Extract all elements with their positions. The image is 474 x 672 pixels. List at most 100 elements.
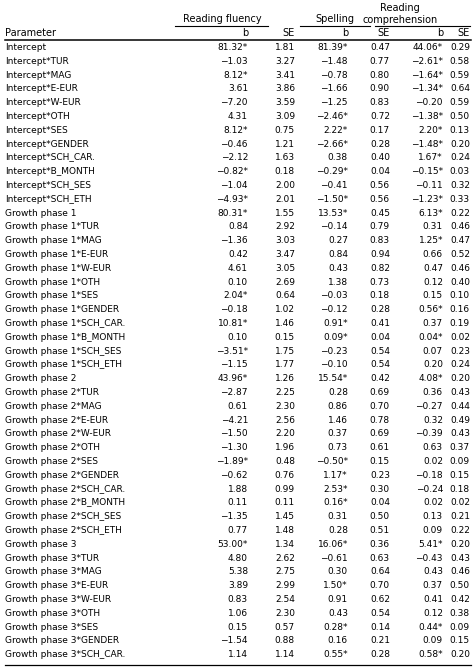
Text: 0.43: 0.43 — [328, 609, 348, 618]
Text: 0.61: 0.61 — [228, 402, 248, 411]
Text: 0.46: 0.46 — [450, 264, 470, 273]
Text: 0.73: 0.73 — [370, 278, 390, 286]
Text: 0.41: 0.41 — [370, 319, 390, 328]
Text: 0.59: 0.59 — [450, 71, 470, 79]
Text: Growth phase 1*B_MONTH: Growth phase 1*B_MONTH — [5, 333, 125, 342]
Text: 0.16: 0.16 — [450, 305, 470, 314]
Text: 0.61: 0.61 — [370, 444, 390, 452]
Text: Growth phase 1*MAG: Growth phase 1*MAG — [5, 236, 102, 245]
Text: 0.29: 0.29 — [450, 43, 470, 52]
Text: Intercept*TUR: Intercept*TUR — [5, 57, 69, 66]
Text: 0.56: 0.56 — [370, 195, 390, 204]
Text: Growth phase 2*W-EUR: Growth phase 2*W-EUR — [5, 429, 111, 438]
Text: Growth phase 2*E-EUR: Growth phase 2*E-EUR — [5, 415, 108, 425]
Text: SE: SE — [378, 28, 390, 38]
Text: 0.49: 0.49 — [450, 415, 470, 425]
Text: −0.27: −0.27 — [416, 402, 443, 411]
Text: 1.50*: 1.50* — [323, 581, 348, 590]
Text: 0.51: 0.51 — [370, 526, 390, 535]
Text: 0.09: 0.09 — [450, 457, 470, 466]
Text: −0.18: −0.18 — [415, 471, 443, 480]
Text: Growth phase 1*GENDER: Growth phase 1*GENDER — [5, 305, 119, 314]
Text: −1.04: −1.04 — [220, 181, 248, 190]
Text: −1.54: −1.54 — [220, 636, 248, 645]
Text: 2.56: 2.56 — [275, 415, 295, 425]
Text: 0.18: 0.18 — [450, 485, 470, 494]
Text: 0.15: 0.15 — [423, 292, 443, 300]
Text: 0.12: 0.12 — [423, 609, 443, 618]
Text: 0.54: 0.54 — [370, 347, 390, 355]
Text: 3.05: 3.05 — [275, 264, 295, 273]
Text: Growth phase 2*SES: Growth phase 2*SES — [5, 457, 98, 466]
Text: 0.43: 0.43 — [450, 429, 470, 438]
Text: 0.22: 0.22 — [450, 208, 470, 218]
Text: b: b — [342, 28, 348, 38]
Text: Parameter: Parameter — [5, 28, 56, 38]
Text: 0.77: 0.77 — [228, 526, 248, 535]
Text: Intercept*SES: Intercept*SES — [5, 126, 68, 135]
Text: 0.11: 0.11 — [228, 499, 248, 507]
Text: −0.20: −0.20 — [416, 98, 443, 108]
Text: 2.04*: 2.04* — [224, 292, 248, 300]
Text: 0.37: 0.37 — [423, 581, 443, 590]
Text: 0.76: 0.76 — [275, 471, 295, 480]
Text: Growth phase 1*TUR: Growth phase 1*TUR — [5, 222, 99, 231]
Text: 0.59: 0.59 — [450, 98, 470, 108]
Text: 0.31: 0.31 — [423, 222, 443, 231]
Text: 0.09: 0.09 — [423, 526, 443, 535]
Text: 0.17: 0.17 — [370, 126, 390, 135]
Text: −7.20: −7.20 — [220, 98, 248, 108]
Text: Growth phase 3*SCH_CAR.: Growth phase 3*SCH_CAR. — [5, 650, 126, 659]
Text: Intercept*SCH_ETH: Intercept*SCH_ETH — [5, 195, 91, 204]
Text: 1.55: 1.55 — [275, 208, 295, 218]
Text: 0.84: 0.84 — [328, 250, 348, 259]
Text: 0.18: 0.18 — [275, 167, 295, 176]
Text: 2.22*: 2.22* — [324, 126, 348, 135]
Text: 0.20: 0.20 — [423, 360, 443, 370]
Text: 2.20*: 2.20* — [419, 126, 443, 135]
Text: 0.28: 0.28 — [370, 140, 390, 149]
Text: 0.62: 0.62 — [370, 595, 390, 604]
Text: −0.62: −0.62 — [220, 471, 248, 480]
Text: Intercept*SCH_SES: Intercept*SCH_SES — [5, 181, 91, 190]
Text: 0.43: 0.43 — [423, 567, 443, 577]
Text: 0.44*: 0.44* — [419, 622, 443, 632]
Text: 0.43: 0.43 — [450, 554, 470, 562]
Text: 0.27: 0.27 — [328, 236, 348, 245]
Text: 0.36: 0.36 — [423, 388, 443, 397]
Text: 43.96*: 43.96* — [218, 374, 248, 383]
Text: 3.27: 3.27 — [275, 57, 295, 66]
Text: −1.34*: −1.34* — [411, 85, 443, 93]
Text: 0.02: 0.02 — [423, 499, 443, 507]
Text: 0.58*: 0.58* — [419, 650, 443, 659]
Text: 0.10: 0.10 — [228, 278, 248, 286]
Text: 1.34: 1.34 — [275, 540, 295, 549]
Text: 0.47: 0.47 — [423, 264, 443, 273]
Text: 0.20: 0.20 — [450, 540, 470, 549]
Text: 0.50: 0.50 — [370, 512, 390, 521]
Text: 0.86: 0.86 — [328, 402, 348, 411]
Text: Growth phase 2*MAG: Growth phase 2*MAG — [5, 402, 101, 411]
Text: −0.39: −0.39 — [415, 429, 443, 438]
Text: 0.75: 0.75 — [275, 126, 295, 135]
Text: 0.20: 0.20 — [450, 650, 470, 659]
Text: 0.83: 0.83 — [370, 236, 390, 245]
Text: −0.11: −0.11 — [415, 181, 443, 190]
Text: Spelling: Spelling — [316, 14, 355, 24]
Text: 16.06*: 16.06* — [318, 540, 348, 549]
Text: 1.67*: 1.67* — [419, 153, 443, 163]
Text: 0.28: 0.28 — [370, 650, 390, 659]
Text: 0.54: 0.54 — [370, 609, 390, 618]
Text: 0.23: 0.23 — [450, 347, 470, 355]
Text: Intercept*MAG: Intercept*MAG — [5, 71, 72, 79]
Text: 81.39*: 81.39* — [318, 43, 348, 52]
Text: 81.32*: 81.32* — [218, 43, 248, 52]
Text: −0.29*: −0.29* — [316, 167, 348, 176]
Text: −1.38*: −1.38* — [411, 112, 443, 121]
Text: −1.03: −1.03 — [220, 57, 248, 66]
Text: 0.45: 0.45 — [370, 208, 390, 218]
Text: 0.91: 0.91 — [328, 595, 348, 604]
Text: 0.24: 0.24 — [450, 153, 470, 163]
Text: 0.21: 0.21 — [370, 636, 390, 645]
Text: Intercept*W-EUR: Intercept*W-EUR — [5, 98, 81, 108]
